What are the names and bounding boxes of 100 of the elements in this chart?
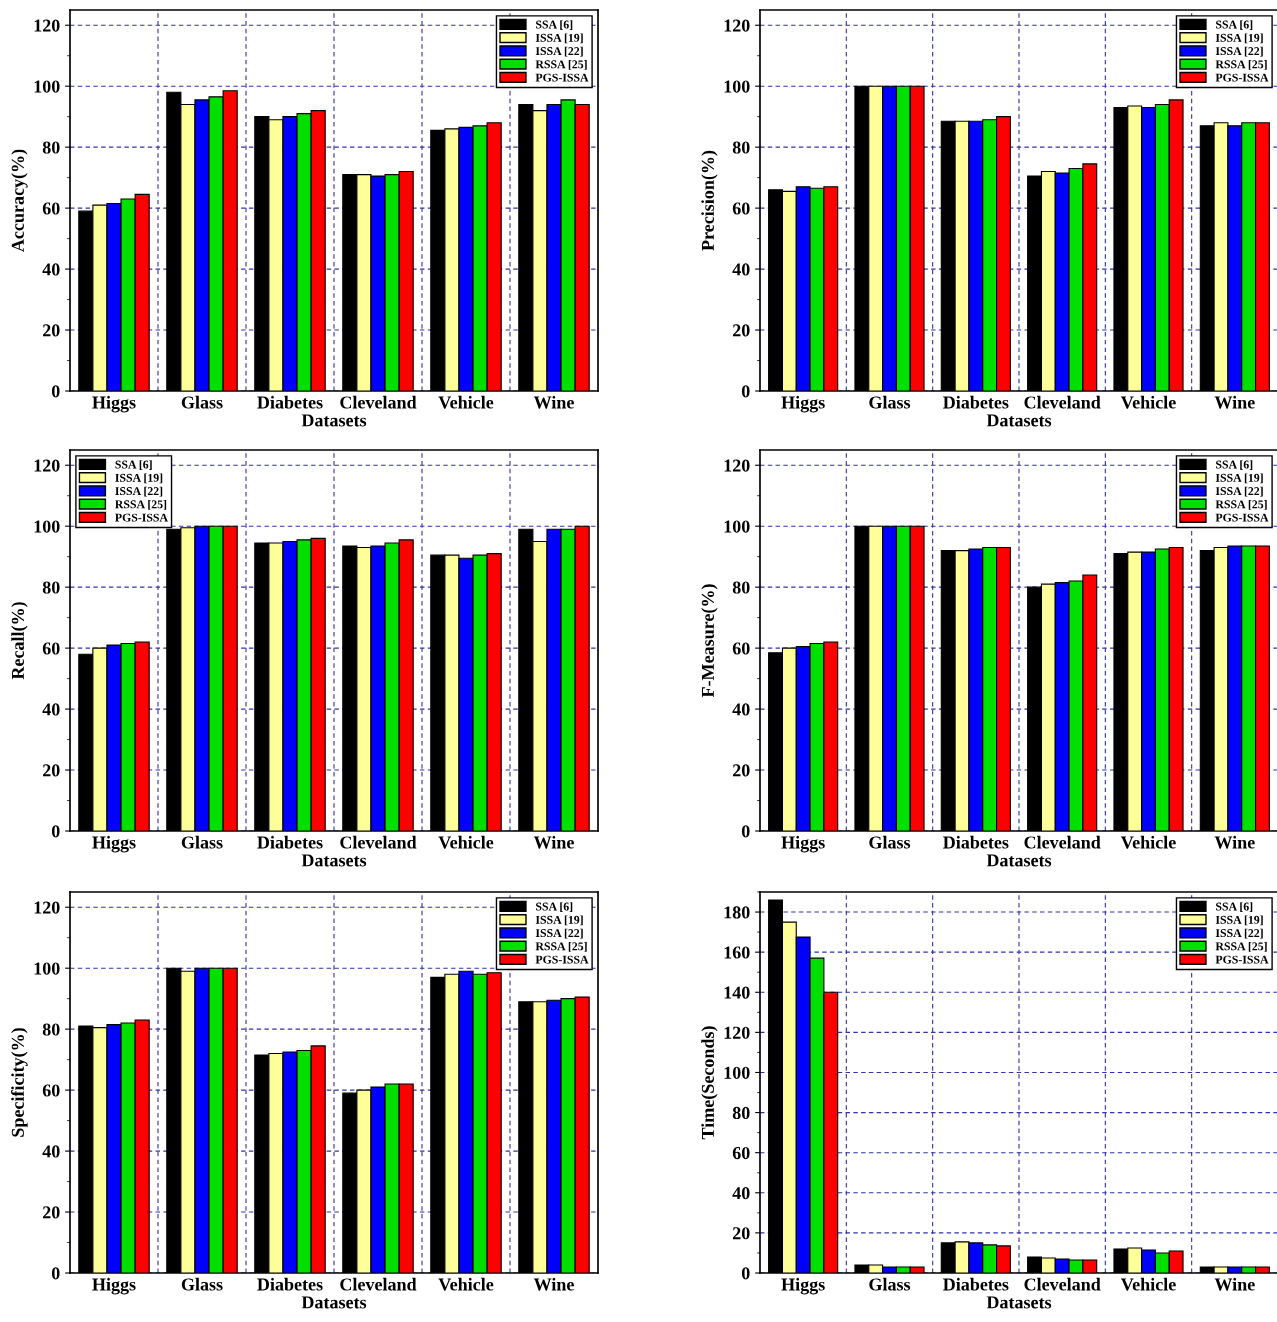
y-tick-label: 140: [724, 986, 750, 999]
y-tick-label: 100: [34, 80, 60, 93]
y-tick-label: 60: [732, 642, 750, 655]
x-axis-title: Datasets: [986, 854, 1052, 867]
y-tick-label: 120: [34, 901, 60, 914]
x-tick-label: Diabetes: [257, 395, 323, 409]
y-tick-label: 40: [42, 263, 60, 276]
legend-label: ISSA [22]: [535, 928, 583, 939]
legend-label: SSA [6]: [536, 902, 573, 912]
legend-label: PGS-ISSA: [115, 513, 168, 522]
x-tick-label: Glass: [181, 395, 223, 409]
x-tick-label: Cleveland: [340, 395, 417, 409]
y-axis-title: Specificity(%): [11, 1028, 28, 1137]
legend-label: RSSA [25]: [1215, 500, 1267, 510]
x-tick-label: Cleveland: [1024, 835, 1101, 849]
x-axis-title: Datasets: [301, 854, 367, 867]
y-tick-label: 0: [741, 1267, 750, 1280]
y-tick-label: 80: [732, 1106, 750, 1120]
legend-label: ISSA [19]: [535, 915, 583, 926]
legend-label: ISSA [22]: [1215, 928, 1263, 939]
y-tick-label: 40: [732, 263, 750, 276]
y-tick-label: 100: [34, 962, 60, 975]
x-tick-label: Cleveland: [1024, 1277, 1101, 1291]
y-tick-label: 60: [42, 202, 60, 215]
legend-label: ISSA [22]: [1215, 486, 1263, 497]
legend-label: PGS-ISSA: [1215, 955, 1269, 964]
legend-label: SSA [6]: [1216, 20, 1253, 30]
x-tick-label: Wine: [1214, 835, 1255, 849]
legend-label: RSSA [25]: [535, 60, 587, 70]
y-tick-label: 60: [732, 202, 750, 215]
legend-label: RSSA [25]: [115, 500, 167, 510]
y-tick-label: 120: [34, 459, 60, 472]
legend-label: ISSA [22]: [535, 46, 583, 57]
y-tick-label: 120: [34, 19, 60, 32]
x-axis-title: Datasets: [986, 414, 1052, 427]
x-tick-label: Cleveland: [340, 835, 417, 849]
legend-label: PGS-ISSA: [535, 73, 589, 82]
x-tick-label: Diabetes: [943, 835, 1009, 849]
legend-label: ISSA [22]: [115, 486, 163, 497]
x-tick-label: Higgs: [781, 395, 825, 413]
legend-label: SSA [6]: [536, 20, 573, 30]
legend-label: PGS-ISSA: [535, 955, 589, 964]
y-axis-title: Time(Seconds): [701, 1026, 718, 1140]
x-tick-label: Higgs: [781, 1277, 825, 1295]
x-tick-label: Diabetes: [943, 395, 1009, 409]
x-tick-label: Glass: [869, 1277, 911, 1291]
x-axis-title: Datasets: [986, 1296, 1052, 1309]
x-tick-label: Cleveland: [340, 1277, 417, 1291]
y-tick-label: 0: [51, 825, 60, 838]
legend-label: ISSA [19]: [1215, 915, 1263, 926]
x-tick-label: Glass: [869, 835, 911, 849]
x-tick-label: Higgs: [92, 395, 136, 413]
y-tick-label: 80: [42, 581, 60, 594]
y-tick-label: 60: [42, 642, 60, 655]
x-tick-label: Wine: [1214, 1277, 1255, 1291]
legend-label: ISSA [19]: [1215, 33, 1263, 44]
x-tick-label: Diabetes: [257, 835, 323, 849]
legend-label: PGS-ISSA: [1215, 73, 1269, 82]
x-tick-label: Vehicle: [438, 1277, 494, 1291]
x-tick-label: Vehicle: [1120, 395, 1176, 409]
legend-label: ISSA [19]: [535, 33, 583, 44]
y-tick-label: 100: [34, 520, 60, 533]
x-axis-title: Datasets: [301, 1296, 367, 1309]
x-tick-label: Diabetes: [943, 1277, 1009, 1291]
x-axis-title: Datasets: [301, 414, 367, 427]
x-tick-label: Vehicle: [438, 395, 494, 409]
y-tick-label: 20: [732, 764, 750, 777]
y-tick-label: 120: [724, 459, 750, 472]
y-tick-label: 120: [724, 19, 750, 32]
y-tick-label: 0: [741, 825, 750, 838]
y-tick-label: 100: [724, 520, 750, 533]
legend-label: RSSA [25]: [535, 942, 587, 952]
y-tick-label: 60: [42, 1084, 60, 1097]
y-tick-label: 80: [732, 581, 750, 594]
y-tick-label: 160: [724, 946, 750, 959]
y-tick-label: 20: [732, 324, 750, 337]
x-tick-label: Higgs: [781, 835, 825, 853]
y-tick-label: 20: [42, 324, 60, 337]
y-axis-title: Accuracy(%): [11, 149, 28, 252]
y-axis-title: F-Measure(%): [701, 584, 718, 698]
y-tick-label: 40: [42, 1145, 60, 1158]
legend-label: SSA [6]: [1216, 460, 1253, 470]
y-tick-label: 0: [51, 1267, 60, 1280]
y-tick-label: 60: [732, 1146, 750, 1160]
y-tick-label: 100: [724, 80, 750, 93]
y-axis-title: Precision(%): [701, 150, 718, 251]
y-tick-label: 20: [732, 1227, 750, 1240]
y-tick-label: 20: [42, 764, 60, 777]
y-tick-label: 40: [732, 703, 750, 716]
y-tick-label: 40: [42, 703, 60, 716]
x-tick-label: Wine: [533, 395, 574, 409]
x-tick-label: Diabetes: [257, 1277, 323, 1291]
y-axis-title: Recall(%): [11, 602, 28, 680]
y-tick-label: 0: [741, 385, 750, 398]
legend-label: ISSA [22]: [1215, 46, 1263, 57]
legend-label: RSSA [25]: [1215, 942, 1267, 952]
x-tick-label: Wine: [533, 1277, 574, 1291]
x-tick-label: Vehicle: [438, 835, 494, 849]
y-tick-label: 120: [724, 1026, 750, 1039]
y-tick-label: 0: [51, 385, 60, 398]
